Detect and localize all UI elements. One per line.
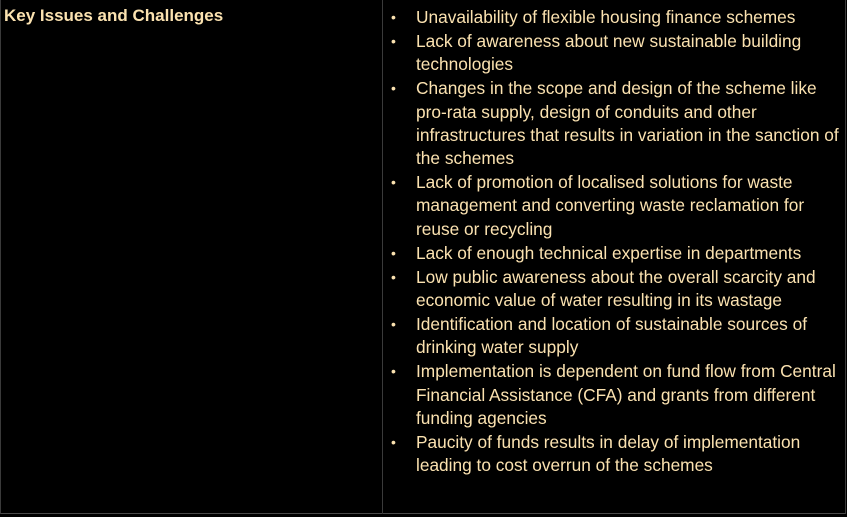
row-heading: Key Issues and Challenges bbox=[4, 6, 224, 25]
left-cell: Key Issues and Challenges bbox=[4, 6, 374, 26]
list-item: Paucity of funds results in delay of imp… bbox=[389, 431, 845, 478]
list-item-text: Lack of promotion of localised solutions… bbox=[416, 172, 805, 239]
list-item: Low public awareness about the overall s… bbox=[389, 266, 845, 313]
list-item: Identification and location of sustainab… bbox=[389, 313, 845, 360]
list-item-text: Unavailability of flexible housing finan… bbox=[416, 7, 796, 27]
bullet-icon bbox=[391, 242, 411, 265]
list-item-text: Implementation is dependent on fund flow… bbox=[416, 361, 836, 428]
list-item: Lack of awareness about new sustainable … bbox=[389, 30, 845, 77]
bullet-icon bbox=[391, 431, 411, 454]
list-item-text: Low public awareness about the overall s… bbox=[416, 266, 816, 310]
column-divider bbox=[382, 0, 383, 514]
list-item-text: Paucity of funds results in delay of imp… bbox=[416, 431, 801, 476]
list-item-text: Lack of awareness about new sustainable … bbox=[416, 30, 802, 75]
bullet-icon bbox=[391, 6, 411, 29]
bullet-icon bbox=[391, 171, 411, 194]
bullet-icon bbox=[391, 360, 411, 383]
list-item: Unavailability of flexible housing finan… bbox=[389, 6, 845, 29]
list-item-text: Identification and location of sustainab… bbox=[416, 313, 807, 358]
bullet-icon bbox=[391, 30, 411, 53]
list-item: Implementation is dependent on fund flow… bbox=[389, 360, 845, 430]
issues-list: Unavailability of flexible housing finan… bbox=[389, 6, 845, 477]
list-item: Lack of enough technical expertise in de… bbox=[389, 242, 845, 265]
bullet-icon bbox=[391, 266, 411, 289]
bullet-icon bbox=[391, 77, 411, 100]
bullet-icon bbox=[391, 313, 411, 336]
list-item: Lack of promotion of localised solutions… bbox=[389, 171, 845, 241]
list-item: Changes in the scope and design of the s… bbox=[389, 77, 845, 170]
list-item-text: Lack of enough technical expertise in de… bbox=[416, 242, 802, 263]
right-cell: Unavailability of flexible housing finan… bbox=[389, 6, 845, 478]
list-item-text: Changes in the scope and design of the s… bbox=[416, 78, 839, 169]
